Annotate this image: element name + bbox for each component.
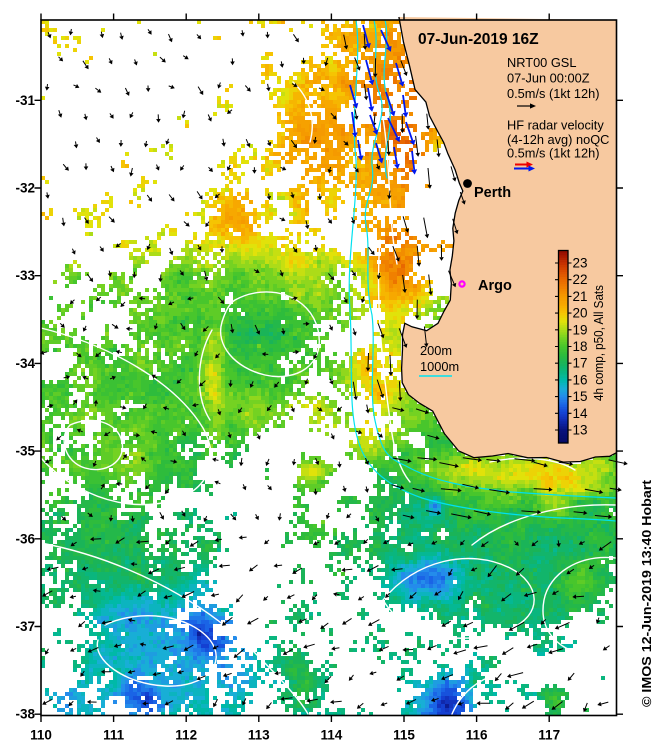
svg-text:111: 111 [103, 728, 125, 743]
svg-text:18: 18 [573, 339, 588, 354]
svg-text:15: 15 [573, 389, 588, 404]
svg-text:4h comp, p50, All Sats: 4h comp, p50, All Sats [592, 285, 606, 401]
svg-text:‑33: ‑33 [15, 268, 35, 283]
svg-text:114: 114 [321, 728, 343, 743]
svg-text:20: 20 [573, 306, 588, 321]
svg-text:‑38: ‑38 [15, 707, 35, 722]
svg-text:NRT00 GSL: NRT00 GSL [507, 55, 576, 70]
svg-text:HF radar velocity: HF radar velocity [507, 118, 604, 133]
svg-text:(4-12h avg) noQC: (4-12h avg) noQC [507, 132, 609, 147]
svg-text:‑35: ‑35 [15, 444, 35, 459]
svg-text:112: 112 [175, 728, 197, 743]
svg-text:© IMOS 12-Jun-2019 13:40 Hobar: © IMOS 12-Jun-2019 13:40 Hobart [639, 479, 654, 707]
svg-text:113: 113 [248, 728, 270, 743]
svg-text:1000m: 1000m [420, 359, 459, 374]
svg-text:‑36: ‑36 [15, 531, 35, 546]
svg-text:0.5m/s (1kt 12h): 0.5m/s (1kt 12h) [507, 86, 599, 101]
svg-text:14: 14 [573, 406, 589, 421]
svg-text:Argo: Argo [478, 278, 512, 294]
svg-text:22: 22 [573, 272, 588, 287]
svg-text:110: 110 [30, 728, 52, 743]
svg-text:07-Jun 00:00Z: 07-Jun 00:00Z [507, 71, 590, 86]
svg-text:‑34: ‑34 [15, 356, 35, 371]
svg-text:23: 23 [573, 256, 588, 271]
svg-text:‑31: ‑31 [15, 93, 35, 108]
svg-text:13: 13 [573, 423, 588, 438]
svg-text:116: 116 [466, 728, 488, 743]
svg-text:115: 115 [393, 728, 415, 743]
svg-text:‑32: ‑32 [15, 181, 35, 196]
svg-text:16: 16 [573, 372, 588, 387]
svg-text:21: 21 [573, 289, 588, 304]
svg-text:200m: 200m [420, 343, 452, 358]
svg-text:‑37: ‑37 [15, 619, 35, 634]
svg-text:117: 117 [538, 728, 560, 743]
svg-text:17: 17 [573, 356, 588, 371]
svg-text:Perth: Perth [474, 185, 511, 201]
svg-text:07-Jun-2019 16Z: 07-Jun-2019 16Z [418, 31, 539, 48]
svg-text:19: 19 [573, 322, 588, 337]
svg-text:0.5m/s (1kt 12h): 0.5m/s (1kt 12h) [507, 146, 599, 161]
